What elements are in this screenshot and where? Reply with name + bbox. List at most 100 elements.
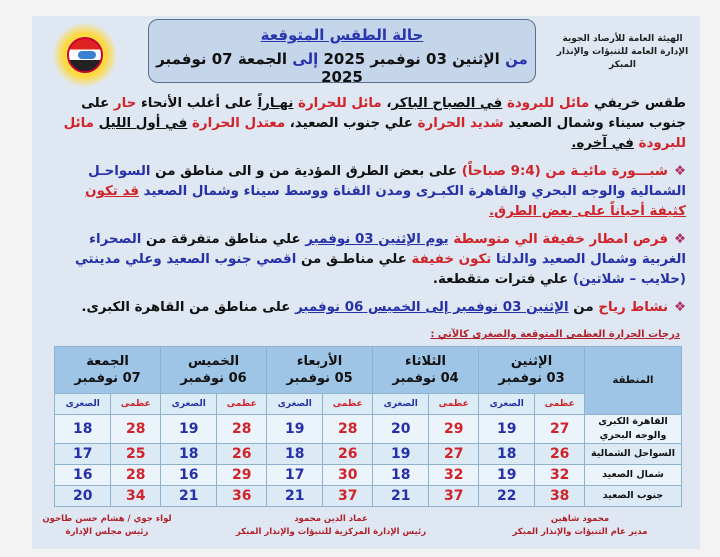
min-label: الصغرى	[160, 393, 218, 415]
min-temp: 19	[266, 414, 324, 444]
max-temp: 38	[534, 485, 585, 507]
day-date: 07 نوفمبر	[74, 371, 141, 386]
text-run: طقس خريفي	[589, 96, 686, 111]
org-line-2: الإدارة العامة للتنبؤات والإنذار المبكر	[556, 47, 689, 70]
forecast-document: الهيئة العامة للأرصاد الجوية الإدارة الع…	[32, 16, 700, 549]
ema-logo-icon	[52, 22, 118, 88]
text-run: تكون خفيفة	[411, 252, 492, 267]
text-run: من	[568, 300, 599, 315]
max-temp: 34	[110, 485, 162, 507]
max-temp: 26	[322, 443, 374, 465]
max-label: عظمى	[428, 393, 480, 415]
max-temp: 28	[110, 414, 162, 444]
max-temp: 28	[216, 414, 268, 444]
signature-3: لواء جوي / هشام حسن طاحون رئيس مجلس الإد…	[32, 513, 182, 539]
table-row: شمال الصعيد 32 19 32 18 30 17 29 16 28 16	[53, 464, 682, 486]
text-run: علي جنوب الصعيد،	[285, 116, 418, 131]
min-temp: 21	[160, 485, 218, 507]
text-run: السواحـل الشمالية والوجه البحري والقاهرة…	[88, 164, 686, 199]
min-label: الصغرى	[478, 393, 536, 415]
wind-bullet: ❖ نشاط رياح من الإثنين 03 نوفمبر إلى الخم…	[46, 298, 686, 318]
signature-name: لواء جوي / هشام حسن طاحون	[42, 514, 172, 524]
max-label: عظمى	[534, 393, 585, 415]
region-name: شمال الصعيد	[584, 464, 682, 486]
min-temp: 18	[53, 414, 112, 444]
general-forecast-paragraph: طقس خريفي مائل للبرودة في الصباح الباكر،…	[46, 94, 686, 154]
text-run: شديد الحرارة	[417, 116, 504, 131]
day-header: الثلاثاء 04 نوفمبر	[372, 346, 480, 394]
text-run: على بعض الطرق المؤدية من و الى مناطق من	[150, 164, 462, 179]
day-date: 06 نوفمبر	[180, 371, 247, 386]
min-temp: 18	[372, 464, 430, 486]
text-run: مائل للحرارة	[298, 96, 382, 111]
day-date: 03 نوفمبر	[498, 371, 565, 386]
min-temp: 20	[372, 414, 430, 444]
max-temp: 27	[534, 414, 585, 444]
max-temp: 28	[322, 414, 374, 444]
text-run: على مناطق من القاهرة الكبرى.	[81, 300, 296, 315]
table-caption: درجات الحرارة العظمى المتوقعة والصغرى كا…	[430, 329, 680, 340]
min-temp: 19	[478, 414, 536, 444]
min-temp: 18	[160, 443, 218, 465]
period-start: الإثنين 03 نوفمبر 2025	[323, 50, 500, 68]
signature-2: عماد الدين محمود رئيس الإدارة المركزية ل…	[211, 513, 451, 539]
signature-title: رئيس الإدارة المركزية للتنبؤات والإنذار …	[235, 527, 427, 537]
day-header: الإثنين 03 نوفمبر	[478, 346, 585, 394]
max-temp: 37	[322, 485, 374, 507]
text-run: مائل للبرودة	[506, 96, 590, 111]
text-run: في أول الليل	[98, 116, 188, 131]
min-temp: 16	[160, 464, 218, 486]
max-temp: 28	[110, 464, 162, 486]
text-run: ،	[381, 96, 392, 111]
period-from: من	[505, 50, 528, 68]
text-run: علي فترات متقطعة.	[432, 272, 573, 287]
max-label: عظمى	[322, 393, 374, 415]
bullet-diamond-icon: ❖	[673, 232, 686, 247]
period-end: الجمعة 07 نوفمبر 2025	[156, 50, 363, 86]
text-run: يوم الإثنين 03 نوفمبر	[305, 232, 449, 247]
text-run: نهـاراً	[257, 96, 294, 111]
signature-name: محمود شاهين	[550, 514, 610, 524]
day-header: الخميس 06 نوفمبر	[160, 346, 268, 394]
period-to: إلى	[292, 50, 319, 68]
max-label: عظمى	[110, 393, 162, 415]
region-name: السواحل الشمالية	[584, 443, 682, 465]
min-temp: 18	[478, 443, 536, 465]
min-temp: 17	[266, 464, 324, 486]
max-temp: 36	[216, 485, 268, 507]
max-temp: 32	[534, 464, 585, 486]
org-line-1: الهيئة العامة للأرصاد الجوية	[562, 34, 683, 44]
min-label: الصغرى	[53, 393, 112, 415]
text-run: نشاط رياح	[598, 300, 668, 315]
day-name: الخميس	[188, 354, 240, 369]
text-run: على جنوب سيناء وشمال الصعيد	[81, 96, 686, 131]
rain-bullet: ❖ فرص امطار خفيفة الي متوسطة يوم الإثنين …	[46, 230, 686, 290]
text-run: فرص امطار خفيفة الي متوسطة	[453, 232, 668, 247]
table-row: القاهرة الكبرى والوجه البحري 27 19 29 20 28 19…	[53, 414, 682, 444]
day-date: 05 نوفمبر	[286, 371, 353, 386]
day-header: الأربعاء 05 نوفمبر	[266, 346, 374, 394]
organization-name: الهيئة العامة للأرصاد الجوية الإدارة الع…	[555, 33, 690, 72]
text-run: الصحراء الغربية وشمال الصعيد والدلتا	[89, 232, 686, 267]
text-run: علي مناطق متفرقة من	[141, 232, 306, 247]
text-run: اقصي جنوب الصعيد وعلي مدينتي (حلايب – شل…	[74, 252, 686, 287]
temperature-table: المنطقة الإثنين 03 نوفمبر الثلاثاء 04 نوفمب…	[53, 346, 682, 507]
min-temp: 22	[478, 485, 536, 507]
day-name: الإثنين	[510, 354, 553, 369]
page-title: حالة الطقس المتوقعة	[260, 26, 424, 44]
min-label: الصغرى	[372, 393, 430, 415]
day-name: الأربعاء	[296, 354, 343, 369]
text-run: شبـــورة مائيـة من (9:4 صباحاً)	[461, 164, 668, 179]
min-temp: 19	[160, 414, 218, 444]
min-temp: 19	[478, 464, 536, 486]
text-run: في الصباح الباكر	[391, 96, 503, 111]
text-run: علي مناطـق من	[296, 252, 412, 267]
max-temp: 37	[428, 485, 480, 507]
min-temp: 21	[372, 485, 430, 507]
day-header: الجمعة 07 نوفمبر	[53, 346, 162, 394]
max-label: عظمى	[216, 393, 268, 415]
max-temp: 32	[428, 464, 480, 486]
day-name: الجمعة	[86, 354, 129, 369]
text-run: مائل للبرودة	[63, 116, 686, 151]
forecast-period: من الإثنين 03 نوفمبر 2025 إلى الجمعة 07 …	[149, 50, 535, 86]
